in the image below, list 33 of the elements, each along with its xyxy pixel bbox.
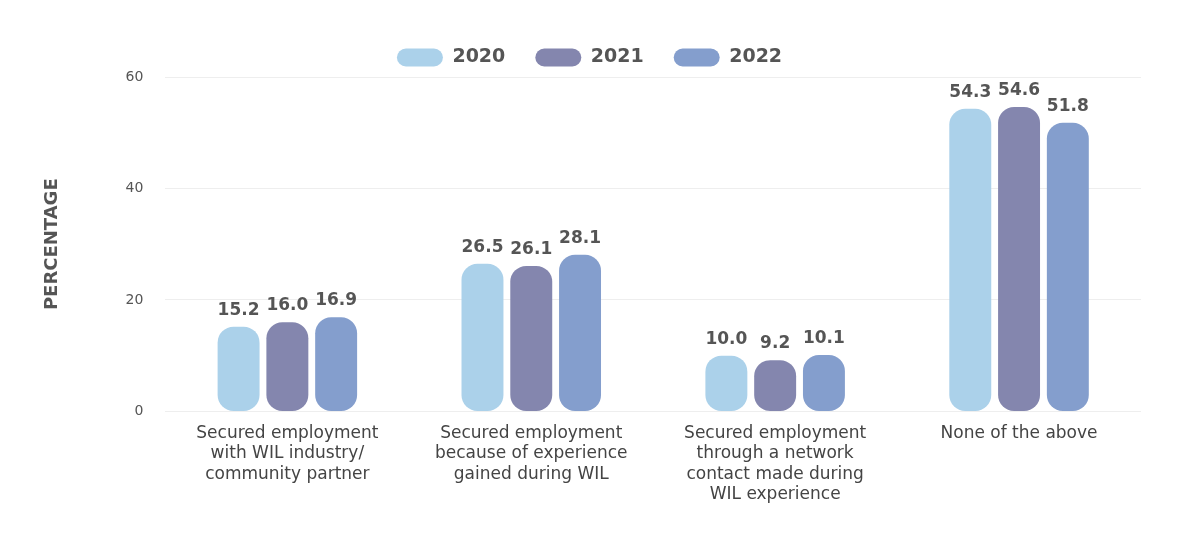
data-label: 10.1 — [802, 327, 845, 348]
y-tick-label: 0 — [134, 402, 144, 419]
x-tick-label: Secured employment because of experience gained during WIL — [434, 422, 628, 483]
bar — [510, 265, 553, 411]
x-tick-label: None of the above — [940, 422, 1098, 443]
legend-label: 2022 — [729, 44, 783, 67]
data-label: 16.0 — [266, 294, 309, 315]
data-label: 54.6 — [998, 79, 1041, 100]
bar — [949, 108, 992, 411]
y-axis-title: PERCENTAGE — [40, 178, 62, 311]
data-label: 26.5 — [461, 235, 504, 256]
y-tick-label: 60 — [125, 67, 144, 84]
data-label: 9.2 — [760, 332, 791, 353]
data-label: 15.2 — [217, 298, 260, 319]
y-tick-label: 40 — [125, 179, 144, 196]
data-label: 10.0 — [705, 327, 748, 348]
x-tick-label: Secured employment with WIL industry/ community partner — [196, 422, 379, 483]
bar — [266, 322, 309, 411]
legend-label: 2020 — [452, 44, 506, 67]
bar — [461, 263, 504, 411]
bar — [1046, 122, 1089, 411]
bar — [559, 254, 602, 411]
data-label: 16.9 — [315, 289, 358, 310]
bar — [998, 107, 1041, 411]
bar — [315, 317, 358, 411]
y-tick-label: 20 — [125, 290, 144, 307]
data-label: 51.8 — [1046, 94, 1089, 115]
data-label: 28.1 — [559, 226, 602, 247]
bar — [217, 326, 260, 411]
legend-label: 2021 — [590, 44, 644, 67]
data-label: 26.1 — [510, 237, 553, 258]
x-tick-label: Secured employment through a network contact made during WIL experience — [684, 422, 867, 504]
data-label: 54.3 — [949, 80, 992, 101]
